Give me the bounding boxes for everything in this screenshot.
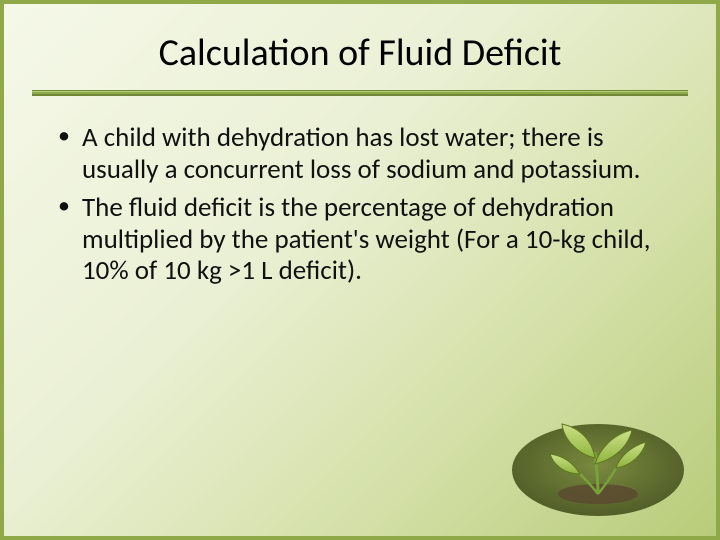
slide: Calculation of Fluid Deficit A child wit… [0, 0, 720, 540]
bullet-list: A child with dehydration has lost water;… [56, 122, 664, 287]
bullet-item: The fluid deficit is the percentage of d… [56, 192, 664, 288]
slide-title: Calculation of Fluid Deficit [4, 4, 716, 90]
bullet-item: A child with dehydration has lost water;… [56, 122, 664, 186]
slide-body: A child with dehydration has lost water;… [4, 104, 716, 287]
plant-seedling-icon [508, 398, 688, 518]
title-divider [32, 90, 688, 96]
